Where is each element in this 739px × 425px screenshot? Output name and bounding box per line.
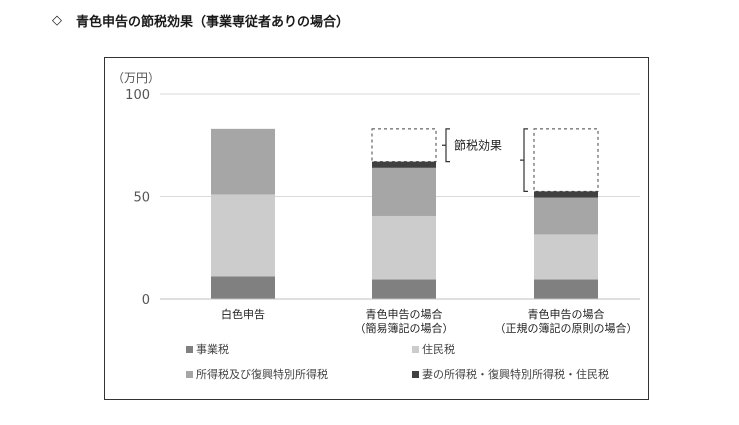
legend-label: 事業税 (196, 342, 229, 356)
legend-swatch (412, 346, 419, 353)
chart-frame (104, 57, 649, 400)
savings-bracket (442, 128, 450, 163)
diamond-outline-icon: ◇ (52, 12, 62, 28)
category-label: 青色申告の場合（簡易簿記の場合） (355, 307, 454, 335)
category-label: 白色申告 (221, 307, 265, 321)
annotation-label: 節税効果 (454, 137, 502, 152)
savings-box (371, 128, 437, 163)
bar-segment (211, 194, 275, 277)
savings-bracket (520, 128, 528, 192)
bar-segment (534, 279, 598, 299)
bar-segment (372, 215, 436, 280)
bar-segment (534, 197, 598, 235)
bar-segment (372, 279, 436, 299)
legend-swatch (186, 346, 193, 353)
category-label: 青色申告の場合（正規の簿記の原則の場合） (495, 307, 638, 335)
bar-segment (534, 191, 598, 198)
bar-segment (211, 276, 275, 299)
bar-segment (372, 167, 436, 216)
page-header: ◇ 青色申告の節税効果（事業専従者ありの場合） (52, 9, 349, 31)
y-tick-label: 50 (133, 191, 150, 206)
bar-segment (534, 234, 598, 280)
y-axis-unit-label: （万円） (112, 71, 160, 85)
legend-label: 所得税及び復興特別所得税 (196, 367, 328, 381)
legend-swatch (412, 371, 419, 378)
y-tick-label: 0 (142, 293, 150, 308)
y-tick-label: 100 (125, 88, 150, 103)
legend-label: 妻の所得税・復興特別所得税・住民税 (422, 367, 609, 381)
page-title: 青色申告の節税効果（事業専従者ありの場合） (76, 14, 350, 30)
legend-swatch (186, 371, 193, 378)
savings-box (533, 128, 599, 192)
bar-segment (372, 161, 436, 168)
bar-segment (211, 128, 275, 195)
legend-label: 住民税 (422, 342, 455, 356)
